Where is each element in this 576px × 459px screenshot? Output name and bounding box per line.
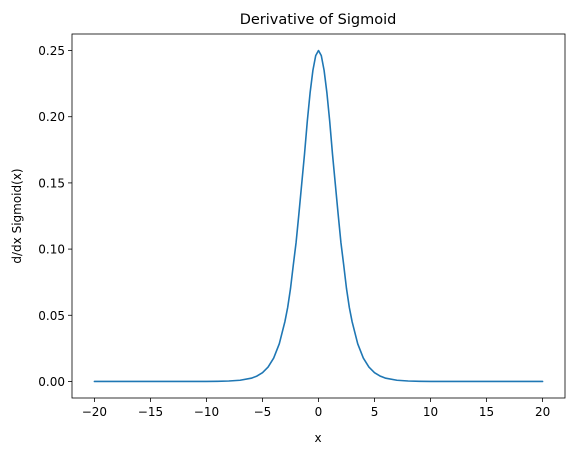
x-axis-label: x (314, 431, 321, 445)
y-ticks: 0.00 0.05 0.10 0.15 0.20 0.25 (38, 44, 72, 389)
x-tick-label: 5 (371, 405, 379, 419)
x-tick-label: 20 (535, 405, 550, 419)
y-tick-label: 0.25 (38, 44, 65, 58)
y-tick-label: 0.15 (38, 176, 65, 190)
x-tick-label: −15 (138, 405, 163, 419)
x-tick-label: −20 (82, 405, 107, 419)
x-tick-label: 15 (479, 405, 494, 419)
x-tick-label: 10 (423, 405, 438, 419)
y-tick-label: 0.20 (38, 110, 65, 124)
x-tick-label: 0 (315, 405, 323, 419)
x-ticks: −20 −15 −10 −5 0 5 10 15 20 (82, 398, 550, 419)
plot-layer (93, 49, 544, 383)
y-tick-label: 0.10 (38, 243, 65, 257)
chart-title: Derivative of Sigmoid (240, 12, 397, 28)
axes-frame (71, 33, 566, 399)
x-tick-label: −10 (194, 405, 219, 419)
y-axis-label: d/dx Sigmoid(x) (10, 168, 24, 263)
y-tick-label: 0.05 (38, 309, 65, 323)
series-line (93, 49, 544, 383)
y-tick-label: 0.00 (38, 375, 65, 389)
x-tick-label: −5 (254, 405, 272, 419)
